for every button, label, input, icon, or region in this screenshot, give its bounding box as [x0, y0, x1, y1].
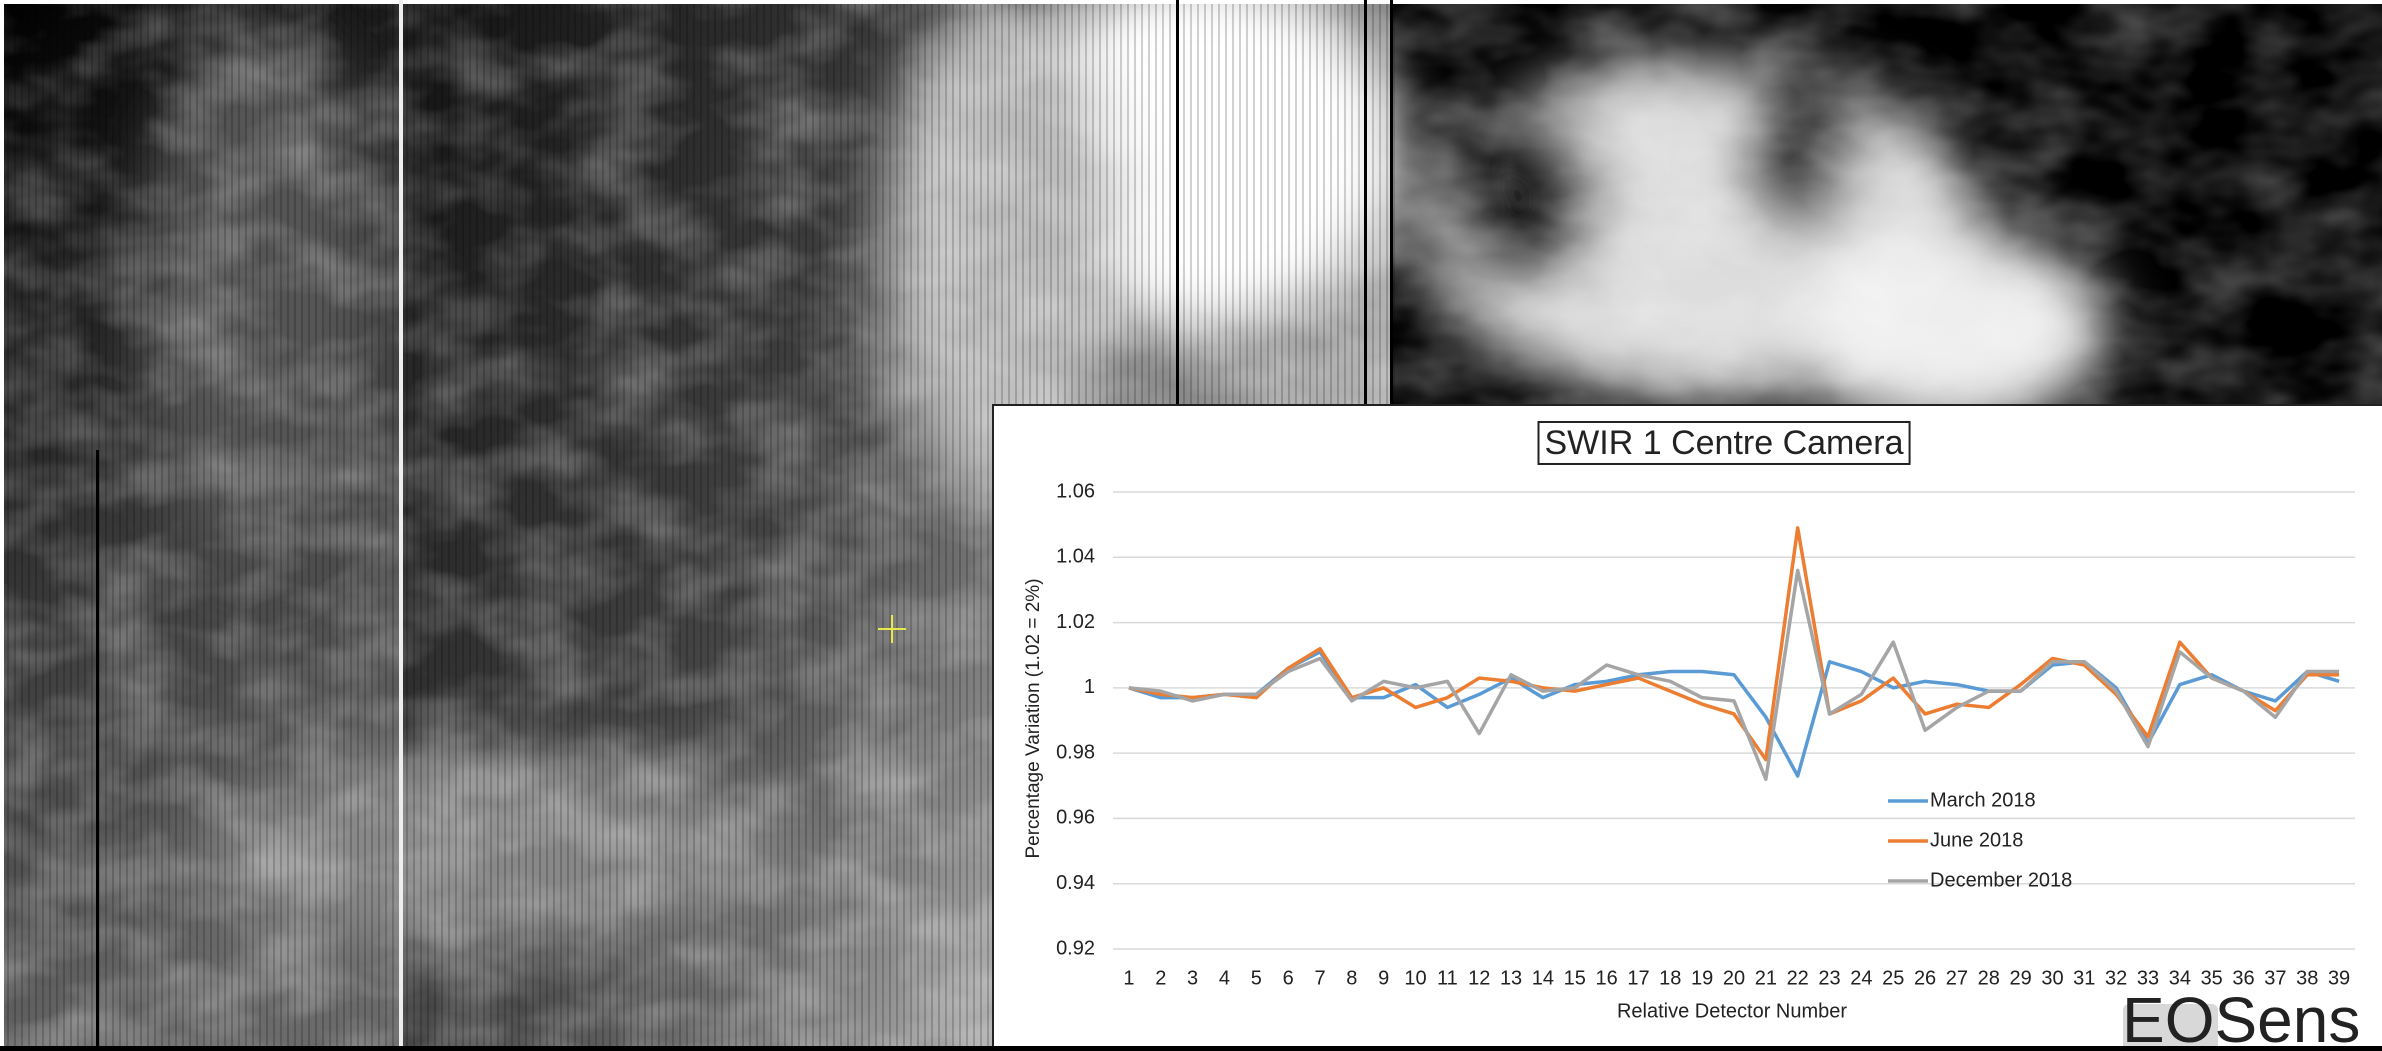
dark-line [96, 450, 99, 1046]
x-tick-label: 25 [1882, 967, 1904, 989]
x-tick-label: 26 [1914, 967, 1936, 989]
crosshair [878, 615, 906, 643]
x-tick-label: 38 [2296, 967, 2318, 989]
dark-line [1390, 0, 1393, 406]
x-tick-label: 21 [1755, 967, 1777, 989]
y-tick-label: 1.06 [1056, 480, 1095, 502]
x-tick-label: 4 [1219, 967, 1230, 989]
x-tick-label: 34 [2169, 967, 2191, 989]
series-line [1128, 568, 2340, 782]
x-tick-label: 19 [1691, 967, 1713, 989]
y-axis-label: Percentage Variation (1.02 = 2%) [1023, 578, 1044, 858]
x-tick-label: 5 [1251, 967, 1262, 989]
x-tick-label: 28 [1978, 967, 2000, 989]
y-tick-label: 0.92 [1056, 937, 1095, 959]
x-tick-label: 13 [1500, 967, 1522, 989]
legend-label: December 2018 [1930, 869, 2072, 891]
logo-badge [2123, 1004, 2218, 1051]
title-box [1537, 420, 1911, 465]
x-tick-label: 23 [1818, 967, 1840, 989]
x-tick-label: 14 [1532, 967, 1554, 989]
x-tick-label: 8 [1346, 967, 1357, 989]
x-tick-label: 6 [1283, 967, 1294, 989]
x-tick-label: 2 [1155, 967, 1166, 989]
x-tick-label: 18 [1659, 967, 1681, 989]
x-tick-label: 27 [1946, 967, 1968, 989]
y-tick-label: 0.96 [1056, 807, 1095, 829]
x-tick-label: 32 [2105, 967, 2127, 989]
x-tick-label: 29 [2009, 967, 2031, 989]
x-tick-label: 10 [1404, 967, 1426, 989]
x-tick-label: 24 [1850, 967, 1872, 989]
x-tick-label: 31 [2073, 967, 2095, 989]
x-tick-label: 30 [2041, 967, 2063, 989]
legend-label: March 2018 [1930, 789, 2036, 811]
border [0, 0, 2382, 4]
dark-line [1364, 0, 1367, 406]
dark-line [1176, 0, 1179, 406]
x-tick-label: 17 [1627, 967, 1649, 989]
y-tick-label: 1.02 [1056, 611, 1095, 633]
x-tick-label: 9 [1378, 967, 1389, 989]
chart-title: SWIR 1 Centre Camera [1545, 424, 1904, 462]
x-tick-label: 12 [1468, 967, 1490, 989]
x-tick-label: 15 [1564, 967, 1586, 989]
y-tick-label: 0.98 [1056, 741, 1095, 763]
x-tick-label: 16 [1595, 967, 1617, 989]
legend-label: June 2018 [1930, 829, 2023, 851]
x-tick-label: 33 [2137, 967, 2159, 989]
x-tick-label: 36 [2232, 967, 2254, 989]
chart: SWIR 1 Centre Camera 0.92 0.94 0.96 0.98 1 1.0… [1023, 420, 2355, 1022]
x-tick-label: 37 [2264, 967, 2286, 989]
white-line [399, 0, 403, 1046]
chart-panel [992, 404, 2382, 1051]
x-tick-label: 3 [1187, 967, 1198, 989]
series-line [1128, 526, 2340, 762]
y-tick-label: 1 [1084, 676, 1095, 698]
x-tick-label: 1 [1123, 967, 1134, 989]
x-tick-label: 7 [1314, 967, 1325, 989]
logo: EOSens [2122, 984, 2360, 1046]
x-tick-label: 39 [2328, 967, 2350, 989]
border [0, 0, 4, 1046]
x-tick-label: 20 [1723, 967, 1745, 989]
x-tick-label: 22 [1787, 967, 1809, 989]
x-tick-label: 35 [2201, 967, 2223, 989]
x-tick-label: 11 [1437, 967, 1458, 989]
x-axis-label: Relative Detector Number [1617, 1000, 1847, 1022]
y-tick-label: 0.94 [1056, 872, 1095, 894]
y-tick-label: 1.04 [1056, 546, 1095, 568]
